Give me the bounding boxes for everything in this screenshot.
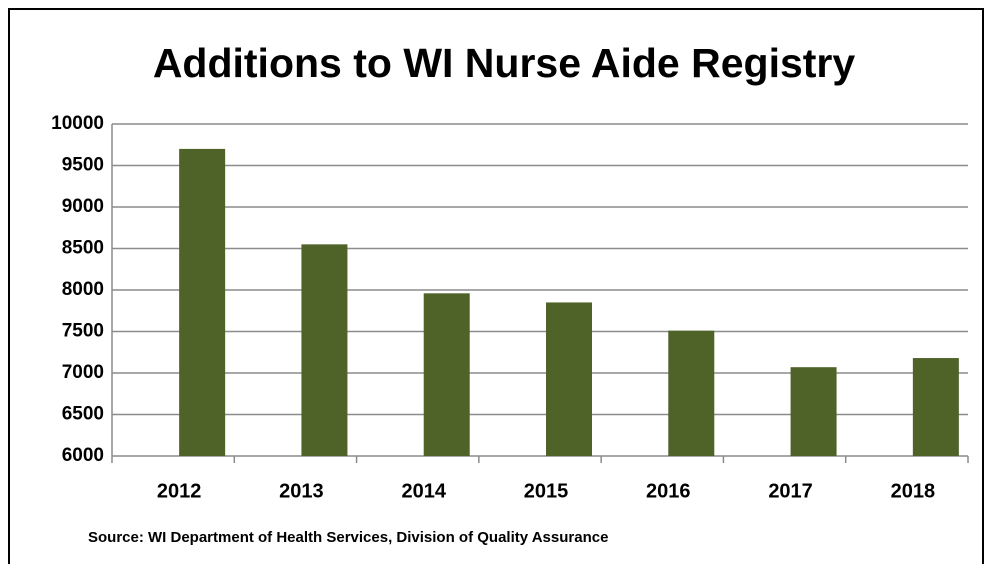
bar <box>301 244 348 456</box>
x-tick-label: 2017 <box>768 480 813 502</box>
y-tick-label: 8000 <box>62 279 104 300</box>
bar <box>179 148 226 456</box>
x-tick-label: 2014 <box>401 480 446 502</box>
x-tick-label: 2012 <box>157 480 202 502</box>
y-tick-label: 8500 <box>62 238 104 259</box>
y-tick-label: 7500 <box>62 321 104 342</box>
chart-frame <box>8 8 984 569</box>
bar <box>790 367 837 456</box>
y-tick-label: 9500 <box>62 155 104 176</box>
chart-title: Additions to WI Nurse Aide Registry <box>153 40 856 86</box>
bar <box>668 330 715 456</box>
y-tick-label: 7000 <box>62 362 104 383</box>
bar <box>423 293 470 456</box>
x-tick-label: 2015 <box>524 480 569 502</box>
x-tick-label: 2013 <box>279 480 324 502</box>
y-tick-label: 6000 <box>62 445 104 466</box>
x-tick-label: 2016 <box>646 480 691 502</box>
y-tick-label: 9000 <box>62 196 104 217</box>
x-tick-label: 2018 <box>891 480 936 502</box>
y-tick-label: 10000 <box>51 113 104 134</box>
bar <box>546 302 592 456</box>
source-note: Source: WI Department of Health Services… <box>88 529 608 546</box>
bar <box>912 358 959 456</box>
y-tick-label: 6500 <box>62 404 104 425</box>
